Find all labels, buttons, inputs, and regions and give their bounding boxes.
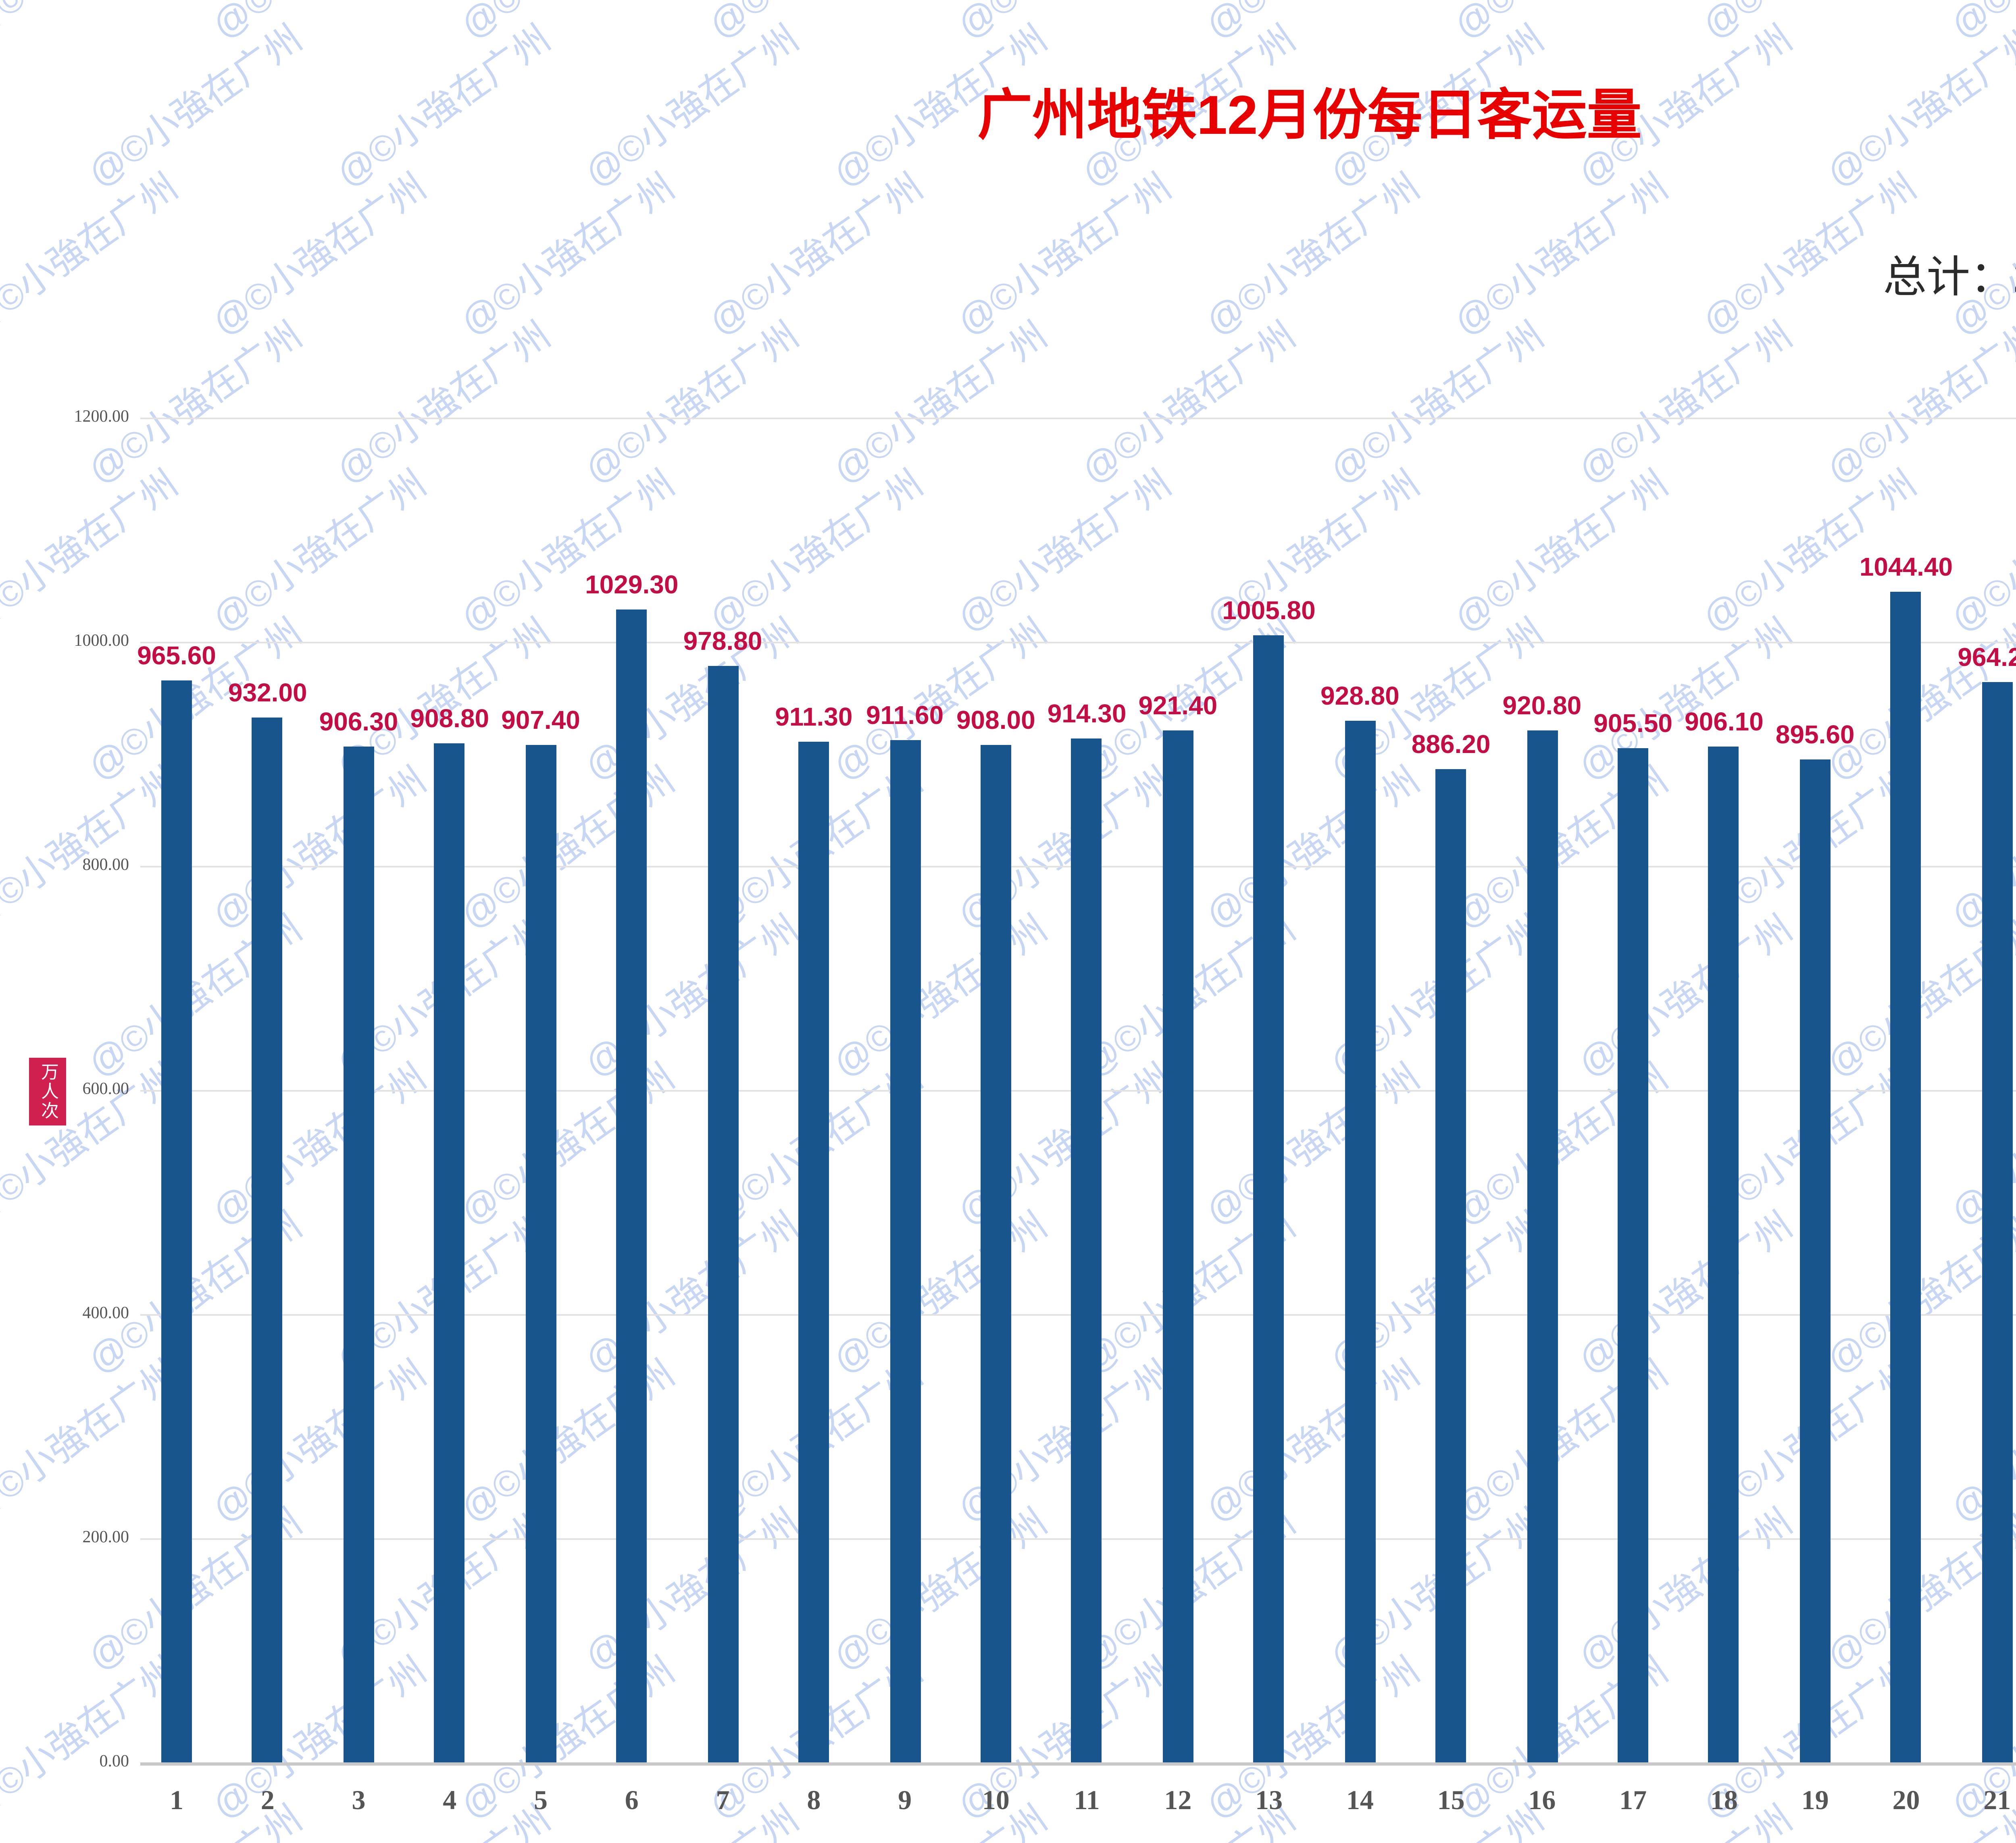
gridline (140, 1762, 2016, 1765)
summary-total-value: 29278.54 (2014, 252, 2016, 302)
bar-value-label: 1029.30 (585, 572, 679, 599)
bar-day-17 (1618, 747, 1649, 1762)
y-tick-label: 600.00 (82, 1081, 129, 1099)
watermark-tile: @©小強在广州 (199, 0, 435, 49)
bar-value-label: 908.80 (410, 707, 489, 734)
x-tick-label: 3 (352, 1785, 366, 1816)
y-tick-label: 200.00 (82, 1529, 129, 1547)
bar-value-label: 928.80 (1320, 684, 1400, 712)
bar-value-label: 1044.40 (1859, 555, 1953, 582)
bar-value-label: 907.40 (501, 708, 580, 736)
bar-value-label: 905.50 (1593, 710, 1672, 738)
x-tick-label: 13 (1255, 1785, 1283, 1816)
bar-day-16 (1527, 730, 1558, 1762)
bar-value-label: 911.60 (866, 703, 944, 731)
bar-value-label: 920.80 (1502, 693, 1582, 721)
bar-day-10 (980, 745, 1011, 1762)
watermark-tile: @©小強在广州 (1446, 165, 1676, 343)
y-axis-unit-label: 万人次 (29, 1058, 66, 1125)
watermark-tile: @©小強在广州 (1689, 0, 1926, 49)
x-tick-label: 6 (625, 1785, 639, 1816)
bar-day-6 (616, 609, 647, 1762)
x-tick-label: 20 (1892, 1785, 1920, 1816)
x-tick-label: 7 (716, 1785, 730, 1816)
bar-value-label: 906.10 (1685, 710, 1764, 738)
bar-day-5 (525, 745, 556, 1762)
bar-day-9 (889, 741, 921, 1762)
bar-day-15 (1435, 769, 1466, 1762)
bar-value-label: 911.30 (775, 704, 853, 732)
plot-area: 万人次 0.00 200.00 400.00 600.00 800.00 1000.00 1… (29, 409, 2016, 1816)
watermark-tile: @©小強在广州 (0, 165, 185, 343)
watermark-tile: @©小強在广州 (1198, 165, 1427, 343)
bar-day-12 (1162, 730, 1193, 1762)
bar-day-13 (1254, 635, 1285, 1762)
bar-value-label: 921.40 (1138, 693, 1218, 720)
bar-value-label: 965.60 (137, 643, 216, 671)
x-tick-label: 5 (534, 1785, 548, 1816)
bar-value-label: 906.30 (319, 709, 398, 737)
watermark-tile: @©小強在广州 (452, 165, 682, 343)
gridline (140, 418, 2016, 419)
watermark-tile: @©小強在广州 (701, 165, 931, 343)
x-tick-label: 12 (1164, 1785, 1192, 1816)
watermark-tile: @©小強在广州 (696, 0, 932, 49)
x-tick-label: 21 (1983, 1785, 2011, 1816)
x-tick-label: 17 (1619, 1785, 1647, 1816)
y-tick-label: 1200.00 (74, 409, 129, 426)
bar-value-label: 895.60 (1775, 722, 1855, 749)
bar-value-label: 908.00 (956, 707, 1035, 735)
bar-day-18 (1708, 747, 1739, 1762)
bar-value-label: 886.20 (1411, 732, 1491, 760)
bar-day-8 (798, 741, 829, 1762)
bar-day-21 (1982, 682, 2013, 1762)
bar-value-label: 1005.80 (1222, 598, 1316, 626)
watermark-tile: @©小強在广州 (1192, 0, 1429, 49)
bar-value-label: 964.20 (1958, 645, 2016, 672)
bar-day-4 (434, 744, 465, 1762)
x-tick-label: 9 (898, 1785, 912, 1816)
x-tick-label: 18 (1710, 1785, 1738, 1816)
bar-value-label: 914.30 (1047, 701, 1127, 728)
bar-day-7 (707, 665, 738, 1762)
bar-day-14 (1344, 721, 1375, 1762)
y-tick-label: 0.00 (99, 1754, 129, 1771)
x-tick-label: 16 (1528, 1785, 1556, 1816)
watermark-tile: @©小強在广州 (949, 165, 1179, 343)
bar-value-label: 978.80 (683, 628, 762, 656)
bar-day-11 (1071, 738, 1102, 1762)
bar-value-label: 906.50 (1983, 709, 2016, 738)
watermark-tile: @©小強在广州 (447, 0, 684, 49)
bar-day-20 (1891, 592, 1922, 1762)
bar-day-3 (343, 747, 374, 1762)
watermark-tile: @©小強在广州 (1441, 0, 1677, 49)
x-tick-label: 11 (1074, 1785, 1100, 1816)
bar-value-label: 932.00 (228, 681, 307, 709)
y-tick-label: 800.00 (82, 857, 129, 875)
watermark-tile: @©小強在广州 (1937, 0, 2016, 49)
x-tick-label: 10 (982, 1785, 1010, 1816)
x-tick-label: 19 (1801, 1785, 1829, 1816)
x-tick-label: 2 (260, 1785, 275, 1816)
watermark-tile: @©小強在广州 (0, 0, 187, 49)
chart-title: 广州地铁12月份每日客运量 (977, 85, 1642, 147)
y-tick-label: 400.00 (82, 1305, 129, 1323)
bar-day-2 (252, 718, 283, 1762)
gridline (140, 642, 2016, 643)
x-tick-label: 14 (1346, 1785, 1374, 1816)
summary-total-prefix: 总计： (1883, 253, 2014, 302)
x-tick-label: 1 (170, 1785, 183, 1816)
watermark-tile: @©小強在广州 (204, 165, 434, 343)
watermark-tile: @©小強在广州 (944, 0, 1181, 49)
bar-day-19 (1799, 759, 1831, 1762)
y-tick-label: 1000.00 (74, 633, 129, 651)
x-tick-label: 15 (1437, 1785, 1465, 1816)
x-tick-label: 8 (807, 1785, 821, 1816)
x-tick-label: 4 (443, 1785, 457, 1816)
bar-day-1 (161, 680, 192, 1762)
summary-line: 总计：29278.54（万人次）， 日均944.47（万人次） (1883, 242, 2016, 305)
